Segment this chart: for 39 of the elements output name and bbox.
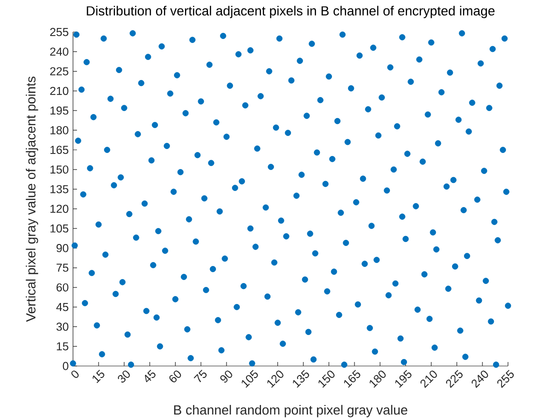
y-tick-label: 90 bbox=[56, 244, 68, 252]
y-tick-label: 210 bbox=[50, 86, 68, 96]
y-tick-label: 255 bbox=[50, 28, 68, 36]
x-tick-label: 195 bbox=[395, 370, 412, 388]
x-tick-label: 180 bbox=[370, 370, 386, 388]
y-tick-label: 225 bbox=[50, 67, 68, 76]
y-tick-label: 15 bbox=[56, 342, 68, 350]
y-tick-label: 165 bbox=[50, 146, 68, 154]
x-tick-label: 120 bbox=[267, 370, 284, 388]
x-tick-label: 225 bbox=[446, 370, 463, 388]
x-tick-label: 240 bbox=[472, 370, 488, 388]
x-tick-label: 60 bbox=[169, 370, 182, 382]
x-tick-label: 45 bbox=[144, 370, 156, 382]
x-tick-label: 75 bbox=[194, 370, 207, 382]
y-tick-label: 45 bbox=[56, 303, 68, 312]
x-tick-label: 0 bbox=[71, 370, 79, 378]
y-tick-label: 150 bbox=[50, 165, 68, 174]
x-tick-label: 105 bbox=[242, 370, 258, 388]
y-tick-label: 195 bbox=[50, 106, 68, 115]
y-tick-label: 60 bbox=[56, 283, 68, 292]
x-tick-label: 135 bbox=[292, 370, 310, 388]
y-axis-title: Vertical pixel gray value of adjacent points bbox=[26, 76, 38, 322]
x-axis-title: B channel random point pixel gray value bbox=[174, 404, 408, 418]
y-tick-label: 30 bbox=[56, 322, 68, 331]
x-tick-label: 210 bbox=[420, 370, 437, 388]
y-tick-label: 135 bbox=[50, 185, 68, 194]
y-tick-label: 120 bbox=[50, 204, 68, 213]
x-tick-label: 150 bbox=[318, 370, 335, 388]
y-tick-label: 180 bbox=[50, 126, 68, 134]
x-tick-label: 255 bbox=[497, 370, 514, 388]
chart-title: Distribution of vertical adjacent pixels in B channel of encrypted image bbox=[86, 6, 495, 18]
x-tick-label: 30 bbox=[118, 370, 130, 383]
x-tick-label: 165 bbox=[344, 370, 360, 388]
y-tick-label: 75 bbox=[56, 264, 68, 272]
y-tick-label: 0 bbox=[62, 362, 68, 370]
y-tick-label: 240 bbox=[50, 48, 68, 56]
y-tick-label: 105 bbox=[50, 224, 68, 233]
x-tick-label: 15 bbox=[92, 370, 104, 384]
x-tick-label: 90 bbox=[220, 370, 232, 383]
